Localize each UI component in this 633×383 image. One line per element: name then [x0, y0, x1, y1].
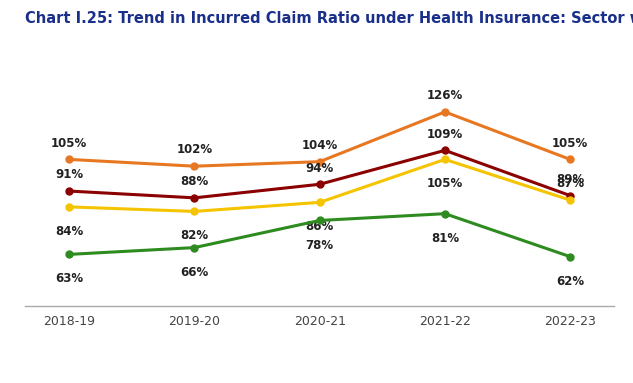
- Text: 84%: 84%: [55, 225, 84, 238]
- Text: 78%: 78%: [306, 239, 334, 252]
- Text: 89%: 89%: [556, 173, 584, 186]
- Text: 94%: 94%: [306, 162, 334, 175]
- Text: 86%: 86%: [306, 221, 334, 233]
- Text: 62%: 62%: [556, 275, 584, 288]
- Text: 105%: 105%: [51, 137, 87, 150]
- Text: 126%: 126%: [427, 89, 463, 102]
- Text: 105%: 105%: [427, 177, 463, 190]
- Text: 88%: 88%: [180, 175, 208, 188]
- Text: 87%: 87%: [556, 177, 584, 190]
- Text: 63%: 63%: [55, 272, 83, 285]
- Text: 81%: 81%: [431, 232, 459, 245]
- Text: 82%: 82%: [180, 229, 208, 242]
- Legend: Public Sector General Insurers, Private Sector General Insurers, Stand-alone Hea: Public Sector General Insurers, Private …: [110, 378, 529, 383]
- Text: 104%: 104%: [301, 139, 338, 152]
- Text: 66%: 66%: [180, 266, 208, 279]
- Text: 105%: 105%: [552, 137, 588, 150]
- Text: 109%: 109%: [427, 128, 463, 141]
- Text: 91%: 91%: [55, 169, 83, 181]
- Text: 102%: 102%: [177, 144, 213, 157]
- Text: Chart I.25: Trend in Incurred Claim Ratio under Health Insurance: Sector wise: Chart I.25: Trend in Incurred Claim Rati…: [25, 11, 633, 26]
